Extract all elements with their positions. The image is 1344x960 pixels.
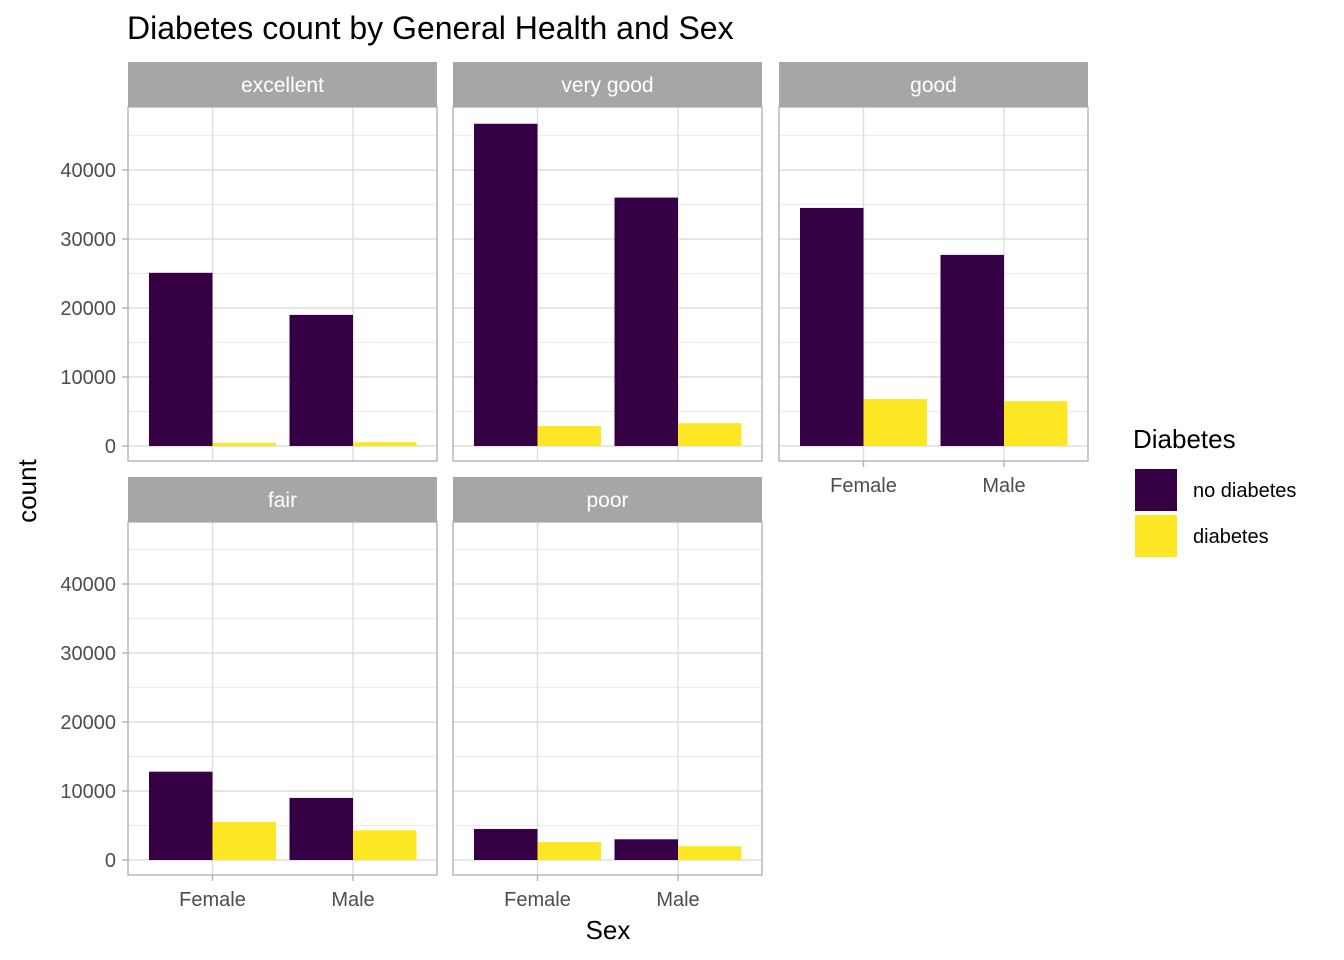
facet-very-good: very good [452, 62, 763, 462]
bar-poor-male-no-diabetes [614, 839, 678, 860]
bar-poor-male-diabetes [678, 846, 742, 860]
bar-poor-female-diabetes [537, 842, 601, 860]
bar-good-female-diabetes [863, 399, 927, 446]
legend-title: Diabetes [1133, 424, 1236, 454]
y-tick-label: 0 [105, 850, 116, 872]
x-tick-label: Male [982, 475, 1025, 497]
bar-fair-female-no-diabetes [149, 771, 213, 860]
y-tick-label: 40000 [60, 574, 116, 596]
bar-very-good-male-diabetes [678, 423, 742, 446]
facet-panels: excellent 0 10000 20000 30000 40000 very good g… [60, 62, 1089, 911]
facet-strip-label: excellent [241, 74, 324, 97]
bar-excellent-male-no-diabetes [289, 314, 353, 446]
x-tick-label: Female [504, 889, 571, 911]
y-tick-label: 30000 [60, 229, 116, 251]
bar-very-good-female-diabetes [537, 425, 601, 446]
facet-fair: fair 0 10000 20000 30000 40000 Female Male [60, 477, 438, 911]
legend: Diabetes no diabetes diabetes [1133, 424, 1296, 557]
legend-label-no-diabetes: no diabetes [1193, 480, 1296, 502]
x-axis-title: Sex [586, 915, 631, 945]
facet-strip-label: fair [268, 489, 297, 512]
facet-strip [779, 62, 1088, 107]
bar-very-good-female-no-diabetes [474, 123, 538, 447]
y-tick-label: 20000 [60, 712, 116, 734]
bar-fair-male-diabetes [353, 830, 417, 860]
panel-background [453, 522, 762, 875]
bar-good-female-no-diabetes [800, 207, 864, 446]
facet-strip-label: very good [561, 74, 653, 97]
y-tick-label: 30000 [60, 643, 116, 665]
bar-fair-female-diabetes [212, 822, 276, 860]
chart-title: Diabetes count by General Health and Sex [127, 10, 734, 46]
bar-fair-male-no-diabetes [289, 797, 353, 860]
bar-excellent-male-diabetes [353, 442, 417, 446]
x-tick-label: Male [656, 889, 699, 911]
facet-poor: poor Female Male [452, 477, 763, 911]
legend-label-diabetes: diabetes [1193, 526, 1269, 548]
x-tick-label: Male [331, 889, 374, 911]
facet-strip [128, 477, 437, 522]
legend-key-diabetes [1135, 515, 1177, 557]
bar-good-male-diabetes [1004, 401, 1068, 446]
facet-strip-label: good [910, 74, 957, 97]
facet-good: good Female Male [778, 62, 1089, 497]
y-axis-title: count [12, 458, 42, 522]
x-tick-label: Female [830, 475, 897, 497]
bar-poor-female-no-diabetes [474, 828, 538, 860]
facet-strip [453, 62, 762, 107]
y-tick-label: 40000 [60, 160, 116, 182]
bar-very-good-male-no-diabetes [614, 197, 678, 446]
y-tick-label: 10000 [60, 367, 116, 389]
y-tick-label: 0 [105, 436, 116, 458]
bar-good-male-no-diabetes [940, 254, 1004, 446]
x-tick-label: Female [179, 889, 246, 911]
y-tick-label: 20000 [60, 298, 116, 320]
legend-key-no-diabetes [1135, 469, 1177, 511]
facet-strip [128, 62, 437, 107]
bar-excellent-female-no-diabetes [149, 272, 213, 446]
bar-excellent-female-diabetes [212, 442, 276, 446]
facet-strip [453, 477, 762, 522]
y-tick-label: 10000 [60, 781, 116, 803]
facet-strip-label: poor [586, 489, 628, 512]
facet-excellent: excellent 0 10000 20000 30000 40000 [60, 62, 438, 462]
